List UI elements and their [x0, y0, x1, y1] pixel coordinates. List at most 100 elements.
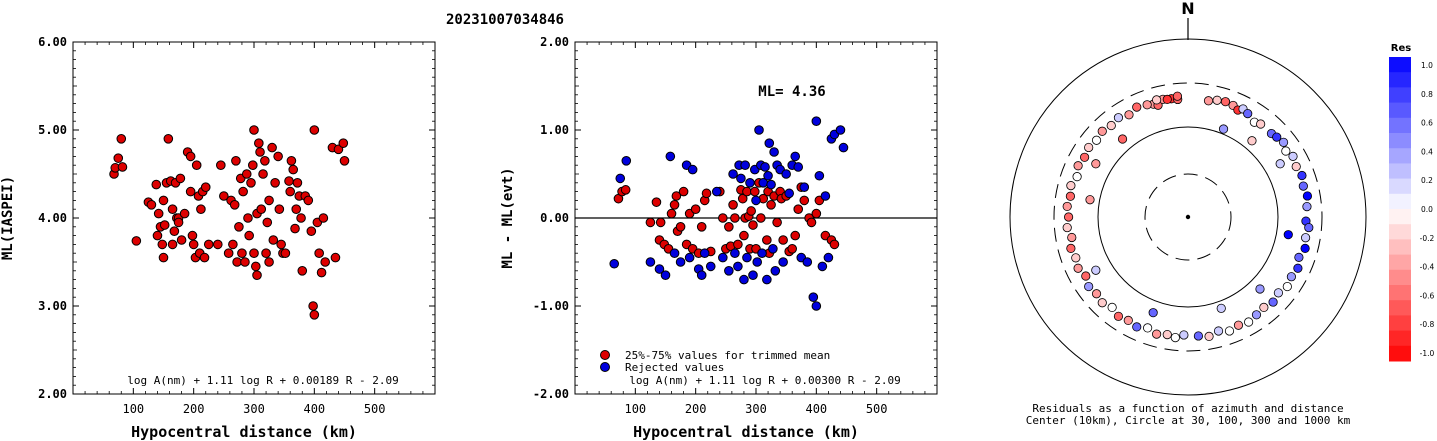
blue-data-point: [811, 116, 822, 126]
red-data-point: [651, 197, 662, 207]
x-tick-label: 100: [624, 402, 646, 416]
station-residual-point: [1294, 252, 1304, 262]
red-data-point: [244, 230, 254, 241]
blue-data-point: [718, 252, 728, 263]
station-residual-point: [1193, 331, 1204, 341]
red-data-point: [746, 206, 756, 216]
red-data-point: [666, 208, 677, 219]
station-residual-point: [1220, 97, 1231, 107]
colorbar-tick-label: -0.6: [1420, 291, 1435, 300]
red-data-point: [296, 213, 306, 223]
red-data-point: [232, 257, 242, 267]
station-residual-point: [1084, 142, 1094, 153]
red-data-point: [273, 151, 283, 162]
residual-polar-chart: N Residuals as a function of azimuth and…: [1009, 0, 1367, 427]
red-data-point: [314, 248, 324, 258]
colorbar-segment: [1389, 57, 1411, 73]
red-data-point: [620, 185, 631, 195]
red-data-point: [316, 267, 327, 278]
station-residual-point: [1117, 134, 1128, 144]
red-data-point: [231, 156, 241, 166]
red-data-point: [675, 222, 686, 232]
red-data-point: [200, 182, 211, 192]
station-residual-point: [1065, 191, 1076, 201]
left-y-tick-labels: 2.00 3.00 4.00 5.00 6.00: [38, 35, 67, 401]
red-data-point: [185, 151, 196, 162]
red-data-point: [333, 144, 344, 155]
station-residual-point: [1097, 298, 1107, 308]
red-data-point: [790, 230, 801, 241]
station-residual-point: [1216, 303, 1226, 313]
left-plot-frame: [72, 41, 436, 395]
red-data-point: [806, 217, 817, 228]
red-data-point: [270, 178, 280, 188]
station-residual-point: [1073, 161, 1083, 171]
blue-data-point: [781, 169, 791, 179]
red-data-point: [223, 248, 234, 258]
left-axis-ticks: [72, 41, 436, 395]
y-tick-label: 6.00: [38, 35, 67, 49]
y-tick-label: 4.00: [38, 211, 67, 225]
y-tick-label: 3.00: [38, 299, 67, 313]
station-residual-point: [1247, 136, 1257, 146]
red-data-point: [286, 156, 297, 166]
colorbar-tick-label: -0.8: [1420, 320, 1435, 329]
station-residual-point: [1097, 126, 1107, 136]
station-residual-point: [1286, 272, 1297, 282]
station-residual-point: [1067, 232, 1077, 243]
station-residual-point: [1091, 135, 1102, 145]
station-residual-point: [1243, 108, 1253, 119]
circle-30km: [1144, 173, 1232, 261]
red-data-point: [292, 178, 303, 188]
middle-y-tick-labels: -2.00 -1.00 0.00 1.00 2.00: [533, 35, 569, 401]
blue-data-point: [760, 162, 770, 172]
station-residual-point: [1203, 96, 1214, 106]
red-data-point: [176, 235, 187, 245]
blue-data-point: [711, 186, 722, 197]
red-data-point: [330, 252, 341, 263]
red-data-point: [153, 208, 164, 219]
blue-data-point: [740, 160, 750, 170]
red-data-point: [187, 230, 198, 241]
station-residual-point: [1179, 330, 1189, 340]
blue-data-point: [660, 270, 671, 281]
red-data-point: [247, 160, 258, 170]
y-tick-label: -2.00: [533, 387, 569, 401]
colorbar-segment: [1389, 102, 1411, 119]
red-data-point: [306, 226, 317, 236]
left-chart: 2.00 3.00 4.00 5.00 6.00 100 200 300 400 500 log…: [0, 35, 436, 441]
red-data-point: [152, 230, 163, 241]
colorbar-segment: [1389, 209, 1411, 225]
x-tick-label: 200: [183, 402, 205, 416]
colorbar-tick-label: 0.4: [1421, 147, 1433, 156]
colorbar-segment: [1389, 224, 1411, 240]
blue-data-point: [754, 125, 764, 135]
station-residual-point: [1079, 152, 1090, 162]
station-residual-point: [1213, 326, 1224, 336]
colorbar-segment: [1389, 117, 1411, 134]
station-residual-point: [1212, 95, 1222, 105]
red-data-point: [238, 186, 248, 197]
x-tick-label: 100: [122, 402, 144, 416]
colorbar-segment: [1389, 300, 1411, 316]
station-residual-point: [1300, 243, 1310, 253]
station-residual-point: [1081, 271, 1091, 281]
left-y-axis-label: ML(IASPEI): [0, 176, 16, 260]
red-data-point: [318, 213, 329, 223]
y-tick-label: 0.00: [540, 211, 569, 225]
red-data-point: [264, 257, 274, 267]
red-data-point: [157, 239, 168, 250]
blue-data-point: [684, 252, 695, 263]
red-data-point: [185, 186, 196, 197]
station-residual-point: [1162, 329, 1172, 340]
blue-data-point: [823, 252, 834, 263]
blue-data-point: [645, 257, 656, 267]
red-data-point: [728, 200, 738, 210]
station-residual-point: [1298, 181, 1308, 191]
middle-legend: 25%-75% values for trimmed mean Rejected…: [600, 349, 830, 374]
left-x-axis-label: Hypocentral distance (km): [131, 423, 357, 441]
blue-data-point: [745, 178, 755, 188]
red-data-point: [669, 200, 680, 210]
x-tick-label: 200: [685, 402, 707, 416]
blue-data-point: [784, 188, 794, 199]
